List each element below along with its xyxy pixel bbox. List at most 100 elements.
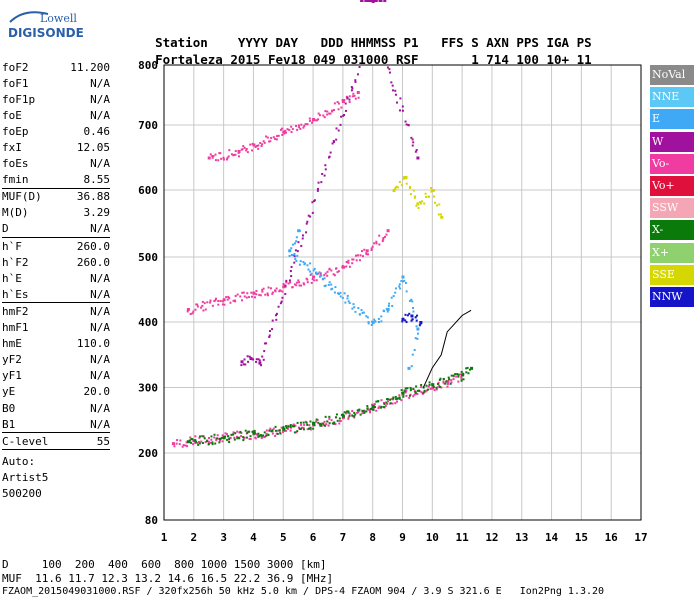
data-point (413, 196, 416, 199)
data-point (339, 420, 342, 423)
data-point (204, 441, 207, 444)
data-point (271, 319, 274, 322)
data-point (391, 89, 394, 92)
data-point (299, 260, 302, 263)
data-point (228, 149, 231, 152)
data-point (320, 181, 323, 184)
muf-row: MUF 11.6 11.7 12.3 13.2 14.6 16.5 22.2 3… (2, 572, 334, 585)
data-point (276, 432, 279, 435)
data-point (358, 409, 361, 412)
data-point (346, 297, 349, 300)
data-point (324, 168, 327, 171)
data-point (361, 311, 364, 314)
data-point (258, 359, 261, 362)
data-point (353, 94, 356, 97)
data-point (255, 360, 258, 363)
data-point (325, 423, 328, 426)
data-point (253, 296, 256, 299)
data-point (252, 291, 256, 295)
data-point (252, 431, 256, 435)
data-point (297, 279, 300, 282)
data-point (306, 428, 309, 431)
data-point (462, 378, 465, 381)
data-point (345, 265, 348, 268)
data-point (274, 137, 277, 140)
data-point (200, 440, 203, 443)
data-point (390, 296, 393, 299)
data-point (366, 316, 369, 319)
param-row: foF2 11.200 (2, 59, 110, 75)
data-point (274, 429, 277, 432)
data-point (328, 417, 331, 420)
data-point (299, 127, 302, 130)
data-point (354, 80, 357, 83)
data-point (337, 270, 340, 273)
data-point (288, 249, 292, 253)
data-point (212, 155, 215, 158)
data-point (246, 355, 249, 358)
data-point (275, 432, 278, 435)
data-point (268, 429, 271, 432)
data-point (337, 102, 340, 105)
data-point (410, 298, 413, 301)
data-point (191, 312, 194, 315)
data-point (346, 96, 349, 99)
data-point (396, 186, 399, 189)
data-point (367, 253, 370, 256)
data-point (348, 95, 351, 98)
data-point (229, 301, 232, 304)
x-tick-label: 11 (456, 531, 470, 544)
data-point (440, 386, 443, 389)
data-point (207, 437, 210, 440)
data-point (426, 388, 429, 391)
data-point (380, 0, 383, 2)
data-point (308, 427, 311, 430)
data-point (243, 358, 246, 361)
param-value: 8.55 (83, 173, 111, 187)
data-point (285, 279, 288, 282)
data-point (457, 380, 460, 383)
data-point (371, 245, 374, 248)
data-point (268, 140, 271, 143)
data-point (328, 281, 331, 284)
data-point (255, 293, 258, 296)
data-point (315, 119, 318, 122)
data-point (467, 372, 470, 375)
param-value: N/A (90, 417, 110, 431)
param-value: N/A (90, 304, 110, 318)
data-point (424, 390, 427, 393)
data-point (186, 308, 190, 311)
auto-code: 500200 (2, 487, 42, 501)
data-point (335, 138, 338, 141)
data-point (214, 442, 217, 445)
param-value: 36.88 (76, 190, 110, 204)
data-point (372, 408, 375, 411)
data-point (323, 277, 326, 280)
data-point (306, 264, 309, 267)
data-point (348, 412, 351, 415)
x-tick-label: 10 (426, 531, 439, 544)
data-point (268, 334, 271, 337)
data-point (267, 433, 270, 436)
data-point (416, 393, 419, 396)
data-point (236, 437, 239, 440)
data-point (374, 406, 377, 409)
data-point (320, 422, 323, 425)
data-point (245, 149, 248, 152)
data-point (240, 364, 243, 367)
data-point (309, 262, 312, 265)
data-point (427, 385, 430, 388)
data-point (420, 391, 423, 394)
data-point (308, 424, 311, 427)
data-point (249, 357, 253, 361)
data-point (401, 320, 404, 323)
data-point (412, 310, 415, 313)
data-point (347, 417, 350, 420)
data-point (320, 423, 323, 426)
data-point (273, 289, 276, 292)
data-point (460, 370, 463, 373)
data-point (345, 260, 348, 263)
data-point (222, 156, 225, 159)
data-point (345, 410, 348, 413)
data-point (279, 289, 282, 292)
